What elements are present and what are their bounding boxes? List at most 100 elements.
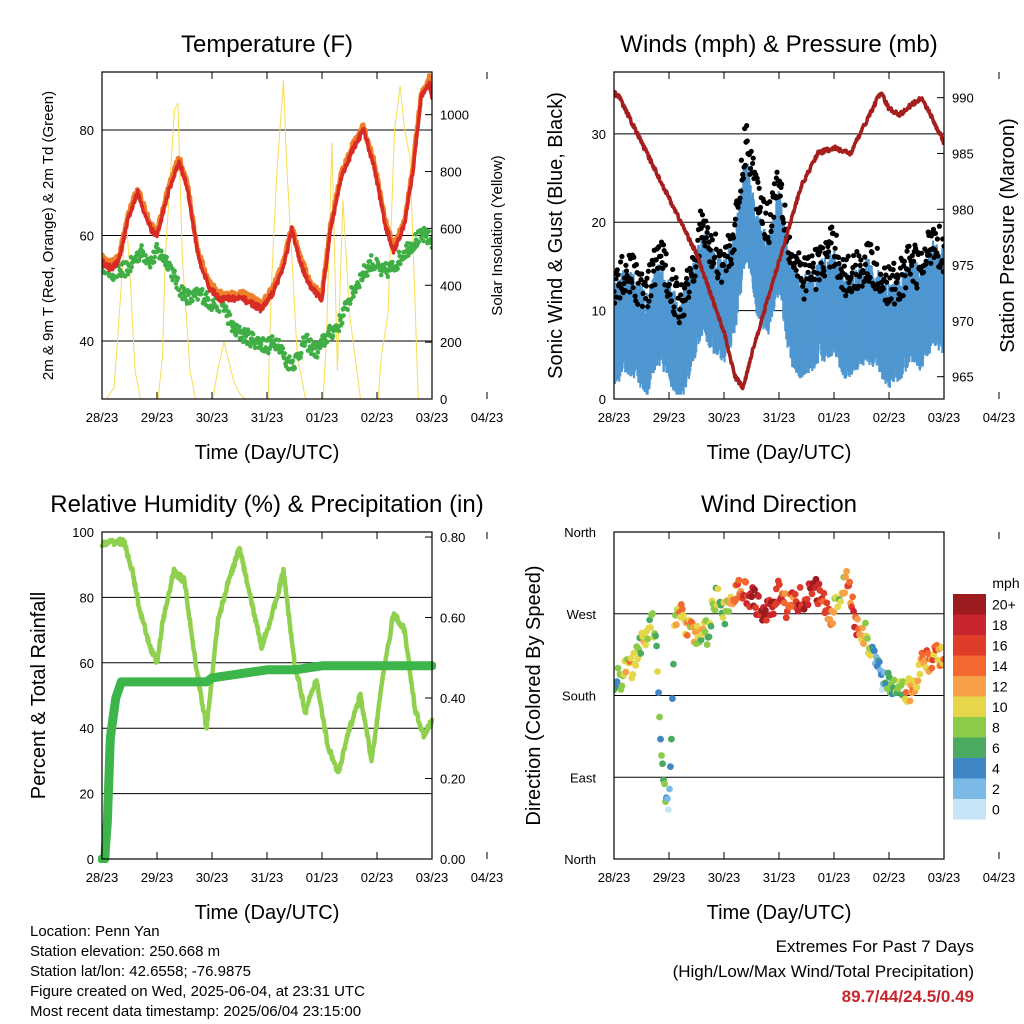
direction-point [914,677,922,685]
direction-point [803,595,811,603]
gust-point [841,263,847,269]
gust-point [907,271,913,277]
chart-panel-4: Wind Direction Time (Day/UTC) 28/23 29/23 30… [523,491,1015,924]
dewpoint-point [151,259,157,265]
x-tick-label: 04/23 [471,410,504,425]
gust-point [664,288,670,294]
gust-point [897,296,903,302]
gust-point [676,314,682,320]
plot-border [101,531,433,860]
y-right-tick-label: 1000 [440,108,469,123]
x-tick-label: 31/23 [763,410,796,425]
extremes-subtitle: (High/Low/Max Wind/Total Precipitation) [672,962,974,981]
gust-point [767,199,773,205]
direction-point [666,785,673,793]
x-tick-label: 28/23 [598,870,631,885]
gust-point [667,291,673,298]
gust-point [821,268,827,274]
dewpoint-point [236,324,242,330]
y-tick-label: 80 [80,590,94,605]
gust-point [748,148,754,155]
gust-point [757,204,764,211]
gust-point [845,253,851,259]
x-tick-label: 03/23 [928,870,961,885]
y-right-axis-label: Station Pressure (Maroon) [997,118,1019,353]
direction-point [906,697,914,705]
gust-point [672,311,678,318]
gust-point [763,210,769,216]
dewpoint-point [367,258,373,264]
direction-point [924,649,932,657]
gust-point [856,253,862,259]
colorbar-swatch [953,594,986,615]
gust-point [701,239,708,245]
direction-point [928,664,936,672]
gust-point [914,285,920,291]
gust-point [832,245,838,251]
gust-point [631,254,637,260]
dewpoint-point [424,232,430,238]
gust-point [699,212,706,218]
gust-point [913,281,919,287]
x-tick-label: 03/23 [416,870,449,885]
dewpoint-point [416,239,422,245]
gust-point [732,222,738,228]
dewpoint-point [429,236,432,241]
colorbar-swatch [953,758,986,779]
gust-point [867,274,873,281]
dewpoint-point [305,348,311,353]
direction-point [794,607,802,615]
gust-point [843,293,849,299]
direction-point [791,590,799,598]
direction-point [752,604,759,611]
gust-point [828,240,834,246]
direction-point [618,682,626,690]
gust-point [678,292,684,298]
y-right-tick-label: 0.20 [440,772,465,787]
direction-point [834,603,842,611]
gust-point [622,287,628,294]
direction-point [875,658,883,666]
colorbar-label: 16 [992,637,1008,653]
direction-point [665,806,672,814]
gust-point [645,268,651,274]
direction-point [854,615,861,623]
y-right-tick-label: 980 [952,202,974,217]
direction-point [661,780,668,788]
direction-point [929,656,937,664]
colorbar-swatch [953,778,986,799]
gust-point [674,282,680,289]
gust-point [935,253,941,259]
dewpoint-point [357,284,362,290]
dewpoint-point [341,313,346,318]
x-tick-label: 02/23 [873,410,906,425]
x-tick-label: 28/23 [86,870,119,885]
gust-point [638,277,644,283]
direction-point [843,567,851,575]
y-right-tick-label: 985 [952,146,974,161]
gust-point [781,220,787,226]
figure-created: Figure created on Wed, 2025-06-04, at 23… [30,983,365,1000]
dewpoint-point [143,253,148,258]
gust-point [740,171,746,178]
dewpoint-point [227,312,233,318]
direction-point [864,635,871,642]
dewpoint-point [339,320,345,326]
y-tick-label: 60 [80,656,94,671]
gust-point [849,289,855,295]
gust-point [928,260,934,266]
direction-point [647,624,655,631]
colorbar-label: 20+ [992,596,1016,612]
gust-point [731,247,737,253]
dewpoint-point [175,275,181,281]
dewpoint-point [330,333,336,339]
y-right-axis-label: Solar Insolation (Yellow) [489,155,506,315]
gust-point [645,304,651,310]
gust-point [754,175,760,181]
direction-series [614,567,944,814]
direction-point [859,624,866,632]
gust-point [819,245,826,251]
y-right-tick-label: 990 [952,91,974,106]
y-right-tick-label: 0.40 [440,691,465,706]
gust-point [718,279,725,285]
